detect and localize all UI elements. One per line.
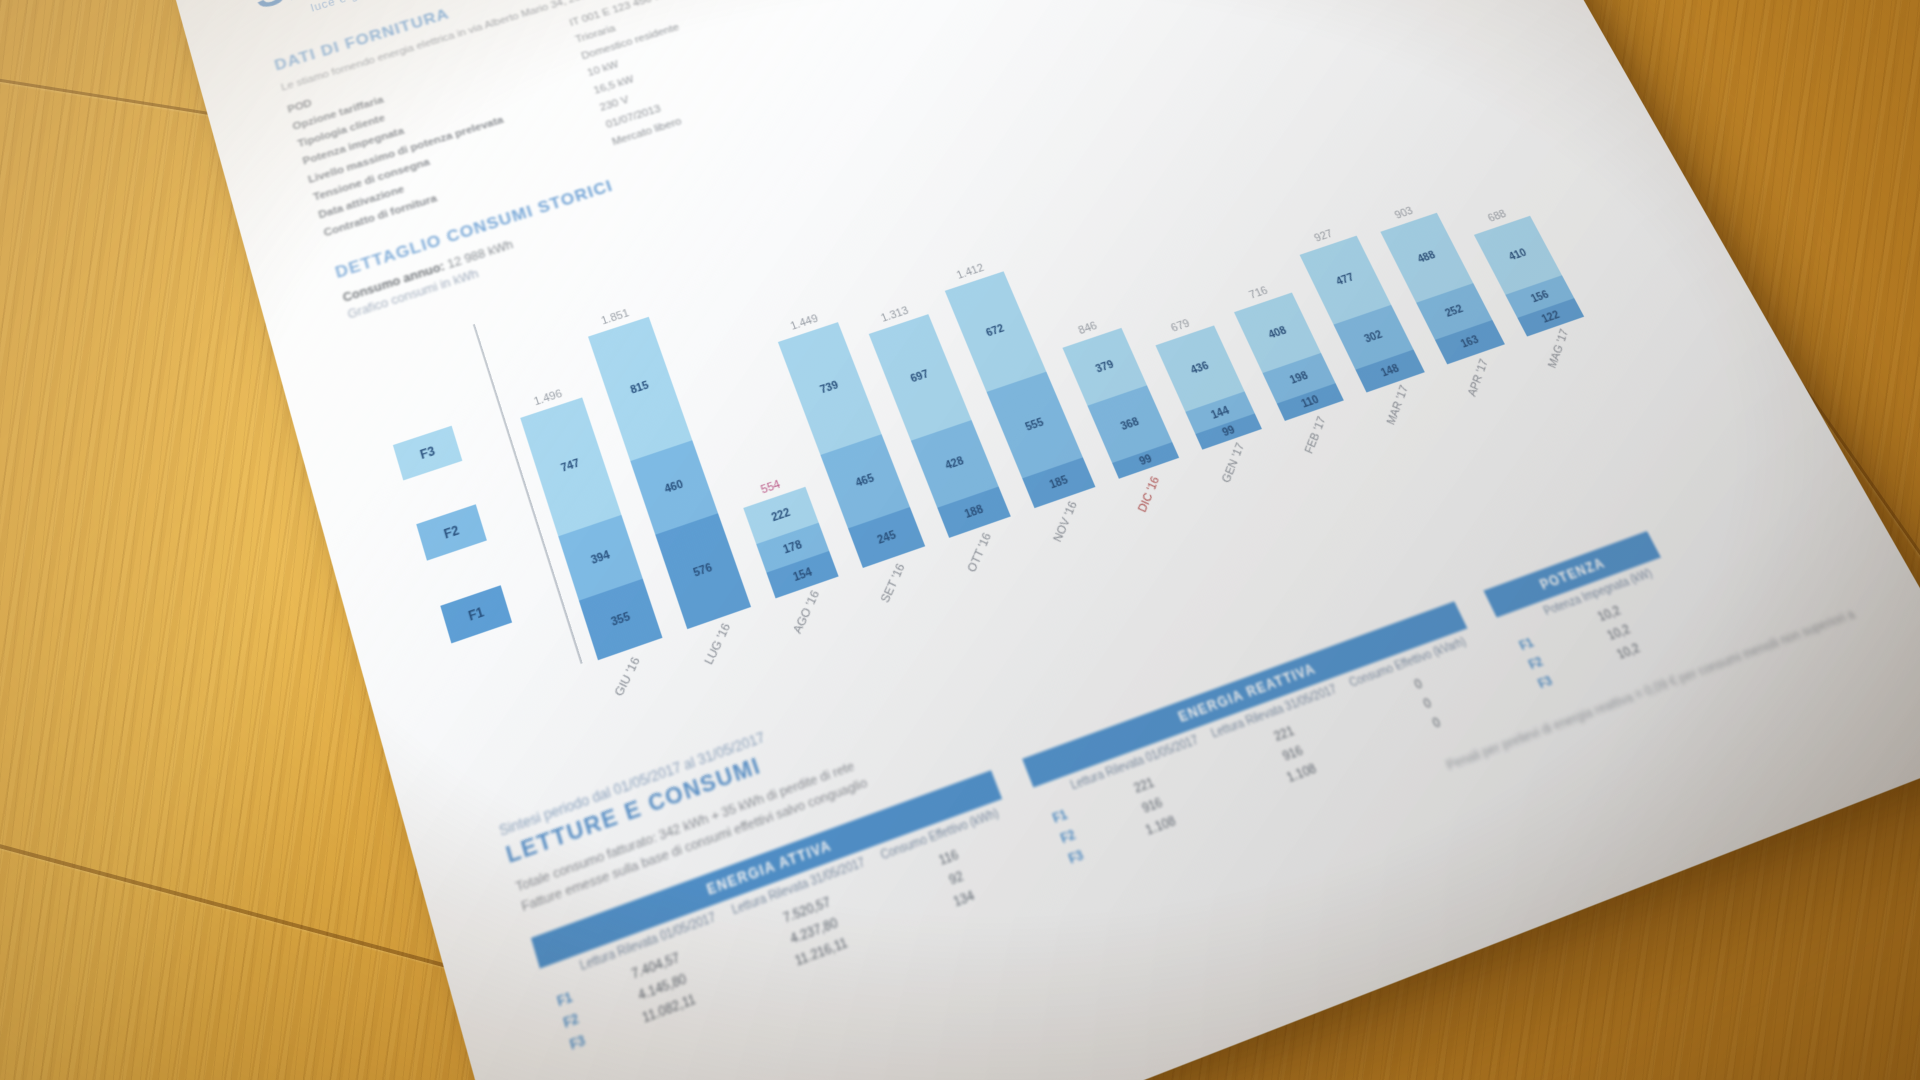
bar-total-label: 927 [1312,228,1335,245]
month-label: MAR '17 [1384,383,1411,428]
segment-value: 99 [1137,452,1154,469]
bar-ago-16: 554 222 178 154 [738,471,839,599]
segment-value: 460 [663,478,685,497]
segment-value: 477 [1334,271,1356,289]
segment-value: 488 [1415,249,1438,266]
segment-value: 156 [1528,288,1551,305]
bar-total-label: 679 [1169,317,1192,335]
segment-value: 672 [984,322,1006,340]
segment-value: 144 [1209,404,1232,422]
bar-total-label: 688 [1486,208,1509,225]
legend-item-f1: F1 [440,585,513,644]
month-cell: APR '17 [1454,357,1540,433]
segment-value: 436 [1188,359,1211,377]
month-label: GEN '17 [1220,441,1248,486]
month-label: FEB '17 [1302,414,1329,457]
segment-value: 428 [943,454,966,473]
segment-value: 122 [1539,308,1562,326]
segment-value: 739 [818,379,841,397]
bar-total-label: 903 [1393,205,1416,222]
bar-segment-f1: 576 [655,513,752,630]
month-label: GIU '16 [612,655,643,699]
month-label: NOV '16 [1051,499,1080,545]
segment-value: 99 [1220,423,1237,440]
segment-value: 555 [1023,415,1046,434]
month-cell: OTT '16 [955,531,1041,612]
month-label: AGO '16 [791,588,823,636]
segment-value: 302 [1362,328,1385,346]
segment-value: 394 [589,548,612,567]
segment-value: 408 [1266,324,1289,341]
month-label: SET '16 [878,561,908,606]
bar-segment-f3: 697 [868,314,972,441]
segment-value: 222 [769,506,792,525]
bar-total-label: 554 [759,478,783,497]
month-cell: GIU '16 [603,653,688,738]
bar-total-label: 716 [1247,284,1270,302]
bar-segment-f3: 672 [944,271,1047,393]
segment-value: 198 [1288,369,1311,387]
segment-value: 379 [1093,358,1116,376]
bar-stack: 436 144 99 [1155,325,1262,450]
segment-value: 697 [908,368,931,386]
month-label: MAG '17 [1546,327,1572,371]
segment-value: 410 [1506,246,1529,264]
legend-item-f2: F2 [416,504,487,561]
month-cell: FEB '17 [1291,414,1377,492]
segment-value: 163 [1458,333,1481,351]
segment-value: 154 [791,565,814,584]
segment-value: 747 [559,457,582,475]
month-cell: MAR '17 [1373,383,1459,463]
energy-bill-page: SATO luce e gas Spett.leMario RossiVia d… [161,0,1920,1080]
bar-total-label: 846 [1076,320,1100,338]
month-cell: MAG '17 [1534,327,1620,405]
bar-segment-f3: 815 [588,316,693,462]
month-label: DIC '16 [1136,474,1163,515]
segment-value: 148 [1379,362,1402,380]
segment-value: 245 [875,528,898,547]
month-label: APR '17 [1466,357,1491,399]
segment-value: 368 [1118,415,1141,433]
month-cell: SET '16 [868,561,954,643]
segment-value: 178 [781,538,804,557]
month-cell: DIC '16 [1125,472,1211,551]
bar-stack: 222 178 154 [743,486,839,599]
segment-value: 576 [691,561,714,580]
segment-value: 188 [962,503,986,522]
segment-value: 465 [853,472,876,490]
month-label: LUG '16 [702,621,734,668]
segment-value: 185 [1047,473,1070,492]
segment-value: 110 [1299,393,1322,411]
bar-segment-f3: 739 [777,322,882,456]
month-cell: LUG '16 [692,621,777,706]
month-label: OTT '16 [965,531,995,575]
month-cell: AGO '16 [781,588,867,674]
chart-legend: F3 F2 F1 [392,425,513,644]
month-cell: NOV '16 [1040,499,1126,581]
month-cell: GEN '17 [1209,441,1295,521]
segment-value: 355 [609,609,632,629]
segment-value: 815 [629,379,651,397]
segment-value: 252 [1443,303,1466,320]
legend-item-f3: F3 [392,425,463,481]
